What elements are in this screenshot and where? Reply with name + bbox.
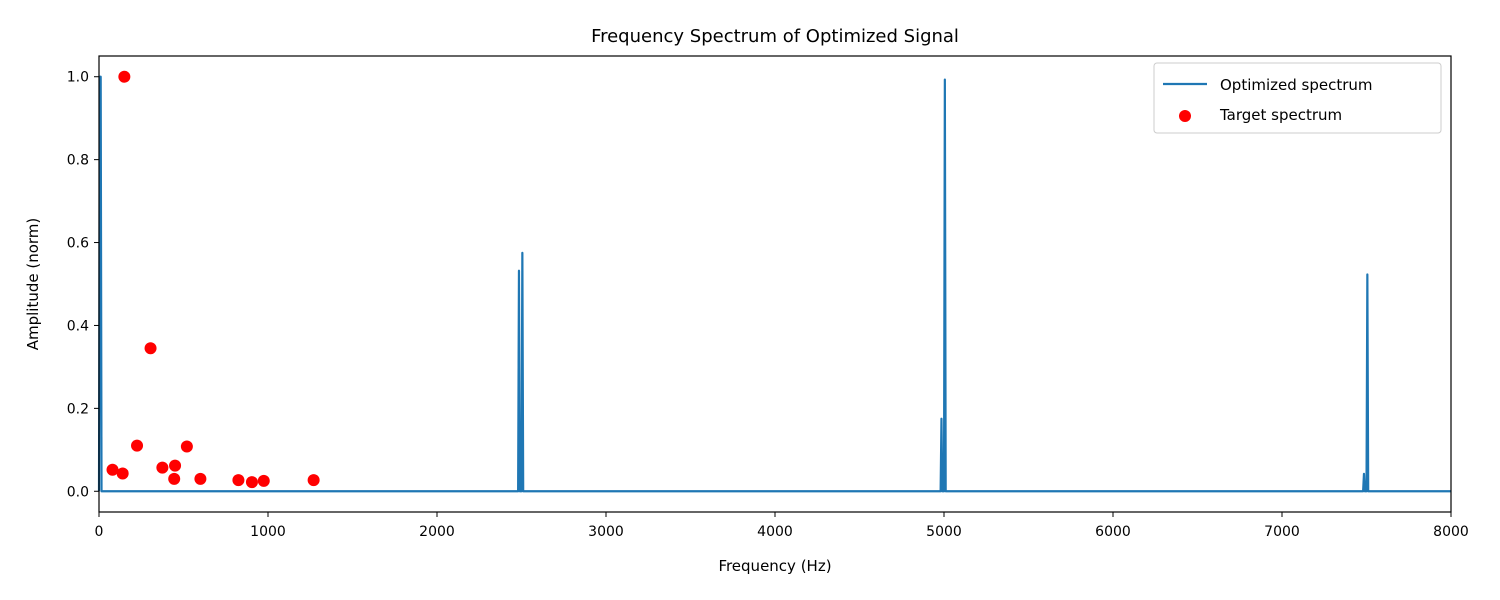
x-tick-label: 2000 (419, 524, 455, 540)
target-point (232, 474, 245, 487)
x-tick-label: 0 (95, 524, 104, 540)
target-point (131, 439, 144, 452)
target-point (194, 472, 207, 485)
target-point (168, 472, 181, 485)
legend-dot-swatch (1179, 110, 1191, 122)
y-tick-label: 0.6 (67, 236, 89, 252)
x-tick-label: 3000 (588, 524, 624, 540)
target-point (116, 467, 129, 480)
legend-label-optimized: Optimized spectrum (1220, 76, 1373, 94)
x-tick-label: 7000 (1264, 524, 1300, 540)
target-point (156, 461, 169, 474)
target-point (307, 474, 320, 487)
x-axis-label: Frequency (Hz) (718, 557, 831, 575)
target-point (144, 342, 157, 355)
x-tick-label: 8000 (1433, 524, 1469, 540)
x-axis: 0 1000 2000 3000 4000 5000 6000 7000 8000 (95, 512, 1469, 540)
target-point (169, 459, 182, 472)
x-tick-label: 4000 (757, 524, 793, 540)
x-tick-label: 6000 (1095, 524, 1131, 540)
series-line-optimized (97, 75, 1451, 493)
y-tick-label: 1.0 (67, 70, 89, 86)
legend: Optimized spectrum Target spectrum (1153, 62, 1442, 134)
x-tick-label: 1000 (250, 524, 286, 540)
chart-title: Frequency Spectrum of Optimized Signal (591, 26, 959, 47)
y-axis-label: Amplitude (norm) (24, 218, 42, 351)
x-tick-label: 5000 (926, 524, 962, 540)
y-tick-label: 0.2 (67, 401, 89, 417)
y-tick-label: 0.8 (67, 153, 89, 169)
target-point (106, 463, 119, 476)
legend-label-target: Target spectrum (1219, 106, 1342, 124)
target-point (118, 70, 131, 83)
target-point (257, 474, 270, 487)
y-axis: 0.0 0.2 0.4 0.6 0.8 1.0 (67, 70, 99, 500)
y-tick-label: 0.4 (67, 318, 89, 334)
target-point (245, 476, 258, 489)
y-tick-label: 0.0 (67, 484, 89, 500)
target-point (180, 440, 193, 453)
legend-box (1153, 62, 1442, 134)
